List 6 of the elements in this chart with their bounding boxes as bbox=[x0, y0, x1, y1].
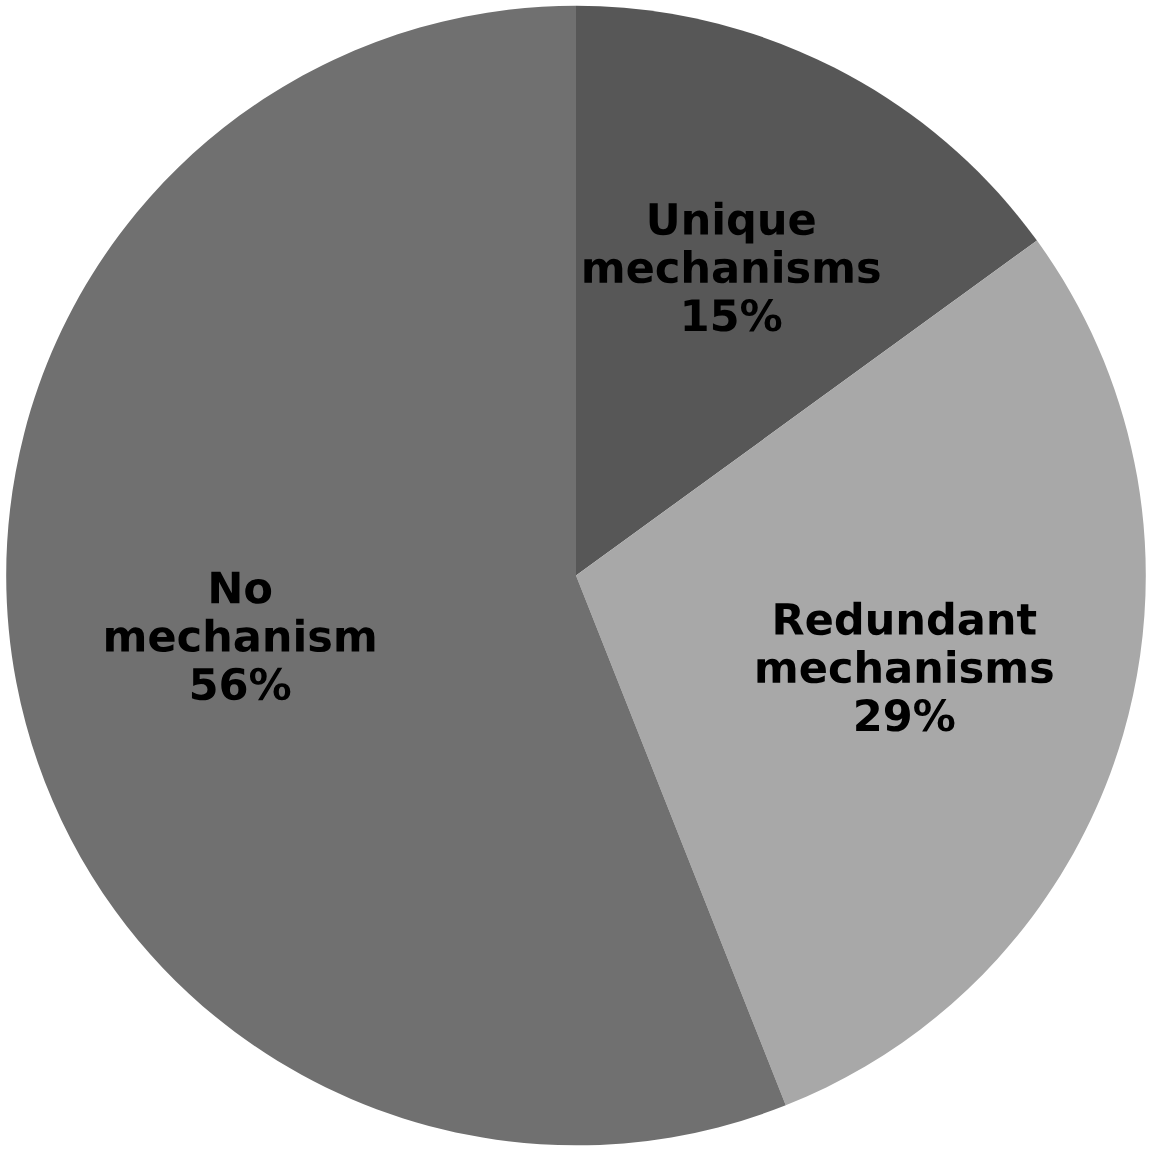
slice-label: Unique mechanisms bbox=[584, 201, 880, 284]
slice-label: Redundant mechanisms bbox=[757, 601, 1053, 684]
data-label: 15% bbox=[684, 299, 782, 332]
data-label: 29% bbox=[856, 699, 955, 732]
slice-label: No mechanism bbox=[106, 571, 375, 653]
data-label: 56% bbox=[191, 667, 291, 701]
